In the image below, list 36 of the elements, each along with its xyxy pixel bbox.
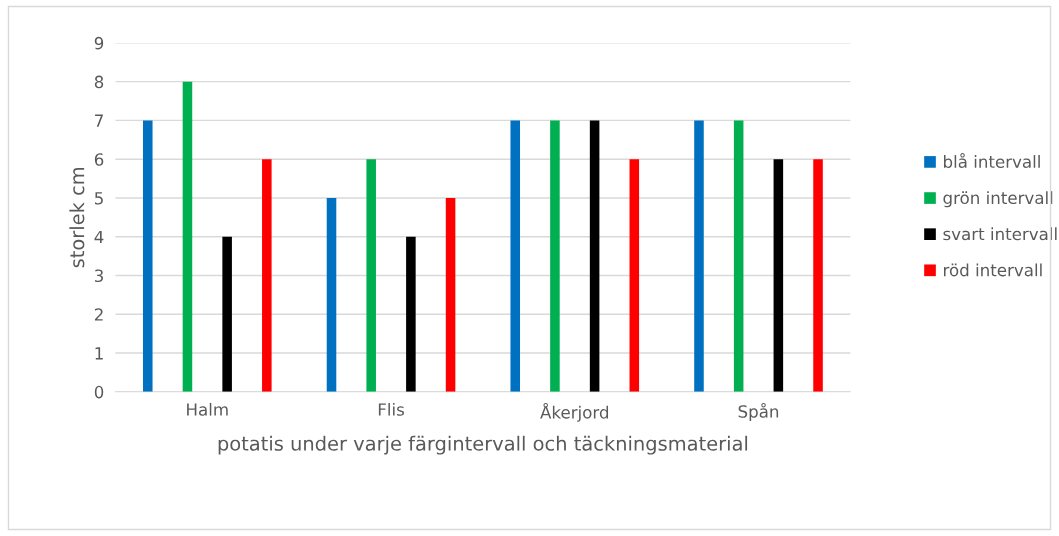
bar [262,159,272,392]
bar [366,159,376,392]
bar [142,120,153,392]
bar [445,197,456,392]
bar [589,120,600,392]
y-tick-label: 8 [94,75,104,89]
bar [182,81,193,392]
y-tick-label: 6 [94,153,104,166]
y-tick-label: 4 [94,230,104,244]
x-tick-label: Åkerjord [540,402,609,422]
bar [510,120,521,392]
y-tick-label: 1 [95,347,103,360]
y-tick-label: 9 [94,36,104,50]
bar [406,236,416,392]
x-tick-label: Spån [738,402,779,422]
x-tick-label: Flis [378,402,404,416]
y-tick-label: 3 [94,269,103,283]
bar [813,159,823,392]
x-tick-label: Halm [187,402,228,416]
y-tick-label: 7 [95,114,103,127]
y-tick-label: 5 [95,192,103,205]
bar [694,120,704,392]
bar [326,197,337,392]
y-tick-label: 2 [94,308,103,321]
bar [629,159,640,392]
y-axis-title: storlek cm [69,167,85,268]
legend-label: röd intervall [944,263,1042,277]
bar [733,120,744,392]
legend-label: grön intervall [943,191,1053,208]
y-tick-label: 0 [94,385,104,399]
bar [773,159,784,392]
x-axis-title: potatis under varje färgintervall och täckningsmaterial [218,435,748,455]
bar [550,120,560,392]
bar [222,236,232,392]
legend-label: blå intervall [944,153,1040,168]
legend-label: svart intervall [943,227,1057,241]
